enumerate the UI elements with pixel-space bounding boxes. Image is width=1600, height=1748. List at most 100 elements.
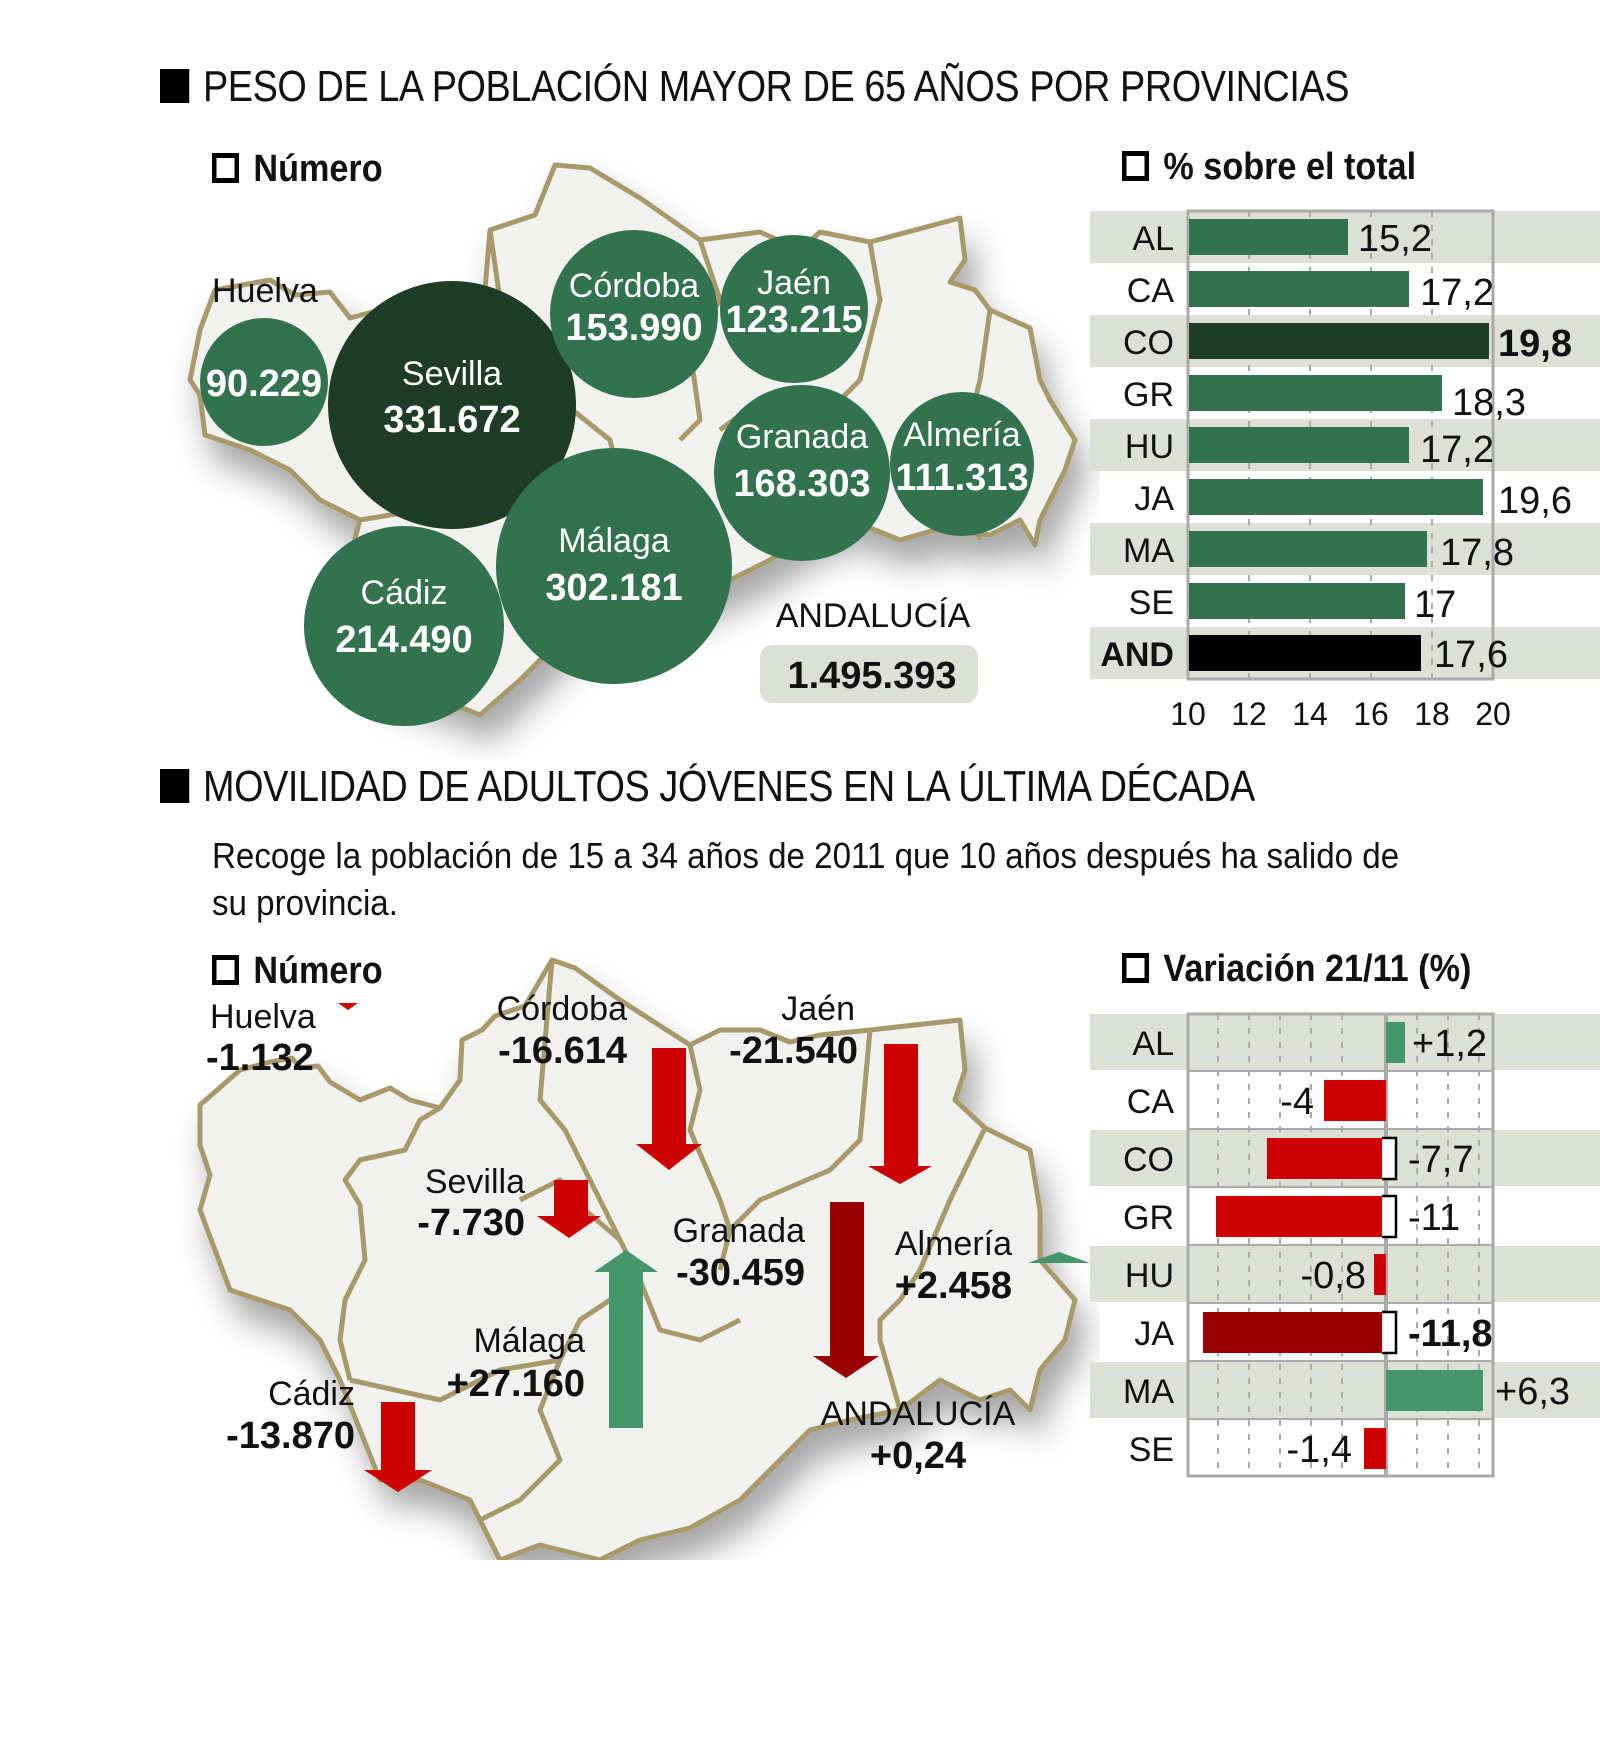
svg-text:90.229: 90.229 [206,363,322,405]
label-malaga: Málaga [473,1322,585,1360]
label-almeria: Almería [895,1225,1012,1263]
svg-text:123.215: 123.215 [725,299,862,341]
label-sevilla: Sevilla [425,1163,525,1201]
bubble-jaen: Jaén 123.215 [720,235,868,383]
section2-title: MOVILIDAD DE ADULTOS JÓVENES EN LA ÚLTIM… [160,762,1255,812]
svg-text:17: 17 [1414,584,1456,626]
arrow-up-malaga-icon [594,1250,658,1428]
svg-text:CA: CA [1127,272,1175,310]
bar-row-al: AL 15,2 [1132,218,1432,260]
svg-text:Jaén: Jaén [757,264,831,302]
checkbox-square-icon [1122,953,1149,983]
variation-bar-chart: AL +1,2 CA -4 CO -7,7 GR -11 HU -0,8 JA … [1090,1012,1600,1478]
arrow-down-sevilla-icon [537,1180,601,1238]
var-row-co: CO -7,7 [1123,1136,1473,1181]
bar-row-ja: JA 19,6 [1134,479,1572,522]
svg-text:17,2: 17,2 [1420,429,1494,471]
svg-text:18: 18 [1414,696,1450,732]
svg-text:111.313: 111.313 [895,457,1028,499]
svg-text:18,3: 18,3 [1452,382,1526,424]
var-row-ca: CA -4 [1127,1080,1386,1123]
svg-text:CA: CA [1127,1083,1175,1121]
total-label: ANDALUCÍA [776,597,971,635]
value-granada: -30.459 [676,1252,805,1294]
svg-text:19,6: 19,6 [1498,480,1572,522]
svg-text:15,2: 15,2 [1358,218,1432,260]
bubble-cadiz: Cádiz 214.490 [304,526,504,726]
value-sevilla: -7.730 [417,1202,525,1244]
svg-text:19,8: 19,8 [1498,323,1572,365]
total-value: 1.495.393 [787,655,956,697]
bubble-map: 90.229 Huelva Sevilla 331.672 Córdoba 15… [187,162,1078,726]
svg-text:AND: AND [1100,636,1174,674]
section1-title: PESO DE LA POBLACIÓN MAYOR DE 65 AÑOS PO… [160,62,1350,112]
label-cadiz: Cádiz [268,1375,355,1413]
var-row-ja: JA -11,8 [1134,1310,1493,1355]
bar-row-and: AND 17,6 [1100,634,1508,676]
value-cordoba: -16.614 [498,1030,627,1072]
svg-text:Granada: Granada [736,418,868,456]
svg-text:20: 20 [1475,696,1511,732]
arrow-down-granada-icon [813,1202,879,1378]
svg-text:10: 10 [1170,696,1206,732]
bar-row-hu: HU 17,2 [1125,427,1494,471]
value-malaga: +27.160 [447,1363,585,1405]
x-axis-ticks: 10 12 14 16 18 20 [1170,696,1511,732]
svg-text:16: 16 [1353,696,1389,732]
svg-text:302.181: 302.181 [545,567,682,609]
svg-text:12: 12 [1231,696,1267,732]
bar-row-se: SE 17 [1129,583,1456,626]
svg-text:17,6: 17,6 [1434,634,1508,676]
label-granada: Granada [673,1212,805,1250]
bubble-label-huelva: Huelva [212,272,318,310]
arrow-down-huelva-icon [338,1003,358,1010]
svg-text:-0,8: -0,8 [1301,1255,1366,1297]
section2-chart-subtitle: Variación 21/11 (%) [1122,948,1471,991]
bubble-huelva: 90.229 [200,318,328,446]
svg-text:14: 14 [1292,696,1328,732]
arrow-down-cordoba-icon [636,1048,702,1170]
svg-text:JA: JA [1134,480,1174,518]
total-badge [760,645,978,703]
label-jaen: Jaén [781,990,855,1028]
value-almeria: +2.458 [895,1265,1012,1307]
total-label: ANDALUCÍA [821,1395,1016,1433]
var-row-ma: MA +6,3 [1123,1370,1570,1413]
svg-text:-4: -4 [1280,1081,1314,1123]
svg-text:17,2: 17,2 [1420,272,1494,314]
section2-map-subtitle: Número [212,950,383,993]
bubble-cordoba: Córdoba 153.990 [550,230,718,398]
bar-row-co: CO 19,8 [1123,323,1572,365]
checkbox-square-icon [212,153,239,183]
svg-text:MA: MA [1123,1373,1174,1411]
checkbox-square-icon [212,955,239,985]
var-row-al: AL +1,2 [1132,1022,1487,1065]
svg-text:CO: CO [1123,324,1174,362]
svg-text:Cádiz: Cádiz [361,574,448,612]
svg-text:Almería: Almería [903,416,1020,454]
label-cordoba: Córdoba [497,990,628,1028]
section2-description: Recoge la población de 15 a 34 años de 2… [212,835,1400,923]
arrow-down-cadiz-icon [364,1402,432,1492]
svg-text:17,8: 17,8 [1440,532,1514,574]
arrow-map: Huelva -1.132 Córdoba -16.614 Jaén -21.5… [197,957,1090,1560]
svg-text:GR: GR [1123,376,1174,414]
bubble-sevilla: Sevilla 331.672 [328,281,576,529]
svg-text:-7,7: -7,7 [1408,1139,1473,1181]
svg-text:168.303: 168.303 [733,463,870,505]
percent-bar-chart: AL 15,2 CA 17,2 CO 19,8 GR 18,3 HU 17,2 … [1090,209,1600,732]
label-huelva: Huelva [210,998,316,1036]
bar-row-ca: CA 17,2 [1127,271,1494,314]
svg-text:SE: SE [1129,1431,1174,1469]
svg-text:153.990: 153.990 [565,307,702,349]
svg-text:Córdoba: Córdoba [569,267,700,305]
bubble-malaga: Málaga 302.181 [496,448,732,684]
var-row-hu: HU -0,8 [1125,1254,1386,1297]
black-square-icon [160,769,190,803]
svg-text:JA: JA [1134,1315,1174,1353]
svg-text:-11,8: -11,8 [1408,1313,1493,1355]
svg-text:-11: -11 [1408,1197,1460,1239]
section1-map-subtitle: Número [212,148,383,191]
black-square-icon [160,69,190,103]
bubble-granada: Granada 168.303 [714,385,890,561]
